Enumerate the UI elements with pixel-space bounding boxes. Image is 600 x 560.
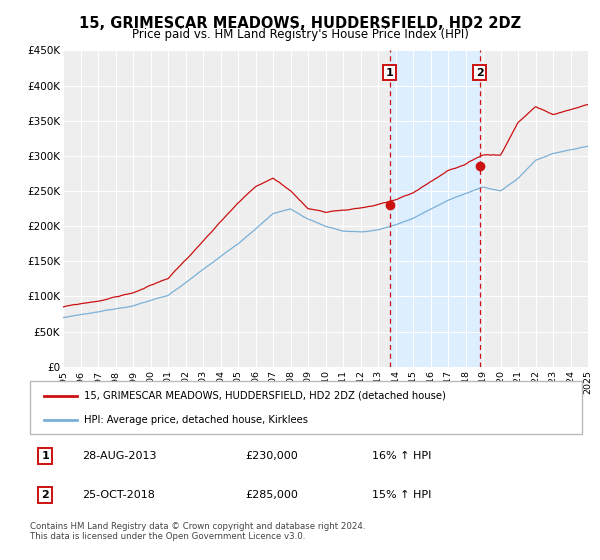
Text: 16% ↑ HPI: 16% ↑ HPI bbox=[372, 451, 431, 461]
Text: 28-AUG-2013: 28-AUG-2013 bbox=[82, 451, 157, 461]
Text: 1: 1 bbox=[386, 68, 394, 78]
Bar bbox=[389, 50, 479, 367]
Text: £285,000: £285,000 bbox=[245, 490, 298, 500]
Text: 15, GRIMESCAR MEADOWS, HUDDERSFIELD, HD2 2DZ (detached house): 15, GRIMESCAR MEADOWS, HUDDERSFIELD, HD2… bbox=[84, 391, 446, 401]
Text: 15% ↑ HPI: 15% ↑ HPI bbox=[372, 490, 431, 500]
Text: 1: 1 bbox=[41, 451, 49, 461]
Text: 2: 2 bbox=[476, 68, 484, 78]
Text: £230,000: £230,000 bbox=[245, 451, 298, 461]
Text: HPI: Average price, detached house, Kirklees: HPI: Average price, detached house, Kirk… bbox=[84, 415, 308, 425]
Text: 25-OCT-2018: 25-OCT-2018 bbox=[82, 490, 155, 500]
Text: Contains HM Land Registry data © Crown copyright and database right 2024.
This d: Contains HM Land Registry data © Crown c… bbox=[30, 522, 365, 542]
Text: Price paid vs. HM Land Registry's House Price Index (HPI): Price paid vs. HM Land Registry's House … bbox=[131, 28, 469, 41]
Text: 2: 2 bbox=[41, 490, 49, 500]
Text: 15, GRIMESCAR MEADOWS, HUDDERSFIELD, HD2 2DZ: 15, GRIMESCAR MEADOWS, HUDDERSFIELD, HD2… bbox=[79, 16, 521, 31]
FancyBboxPatch shape bbox=[30, 381, 582, 434]
